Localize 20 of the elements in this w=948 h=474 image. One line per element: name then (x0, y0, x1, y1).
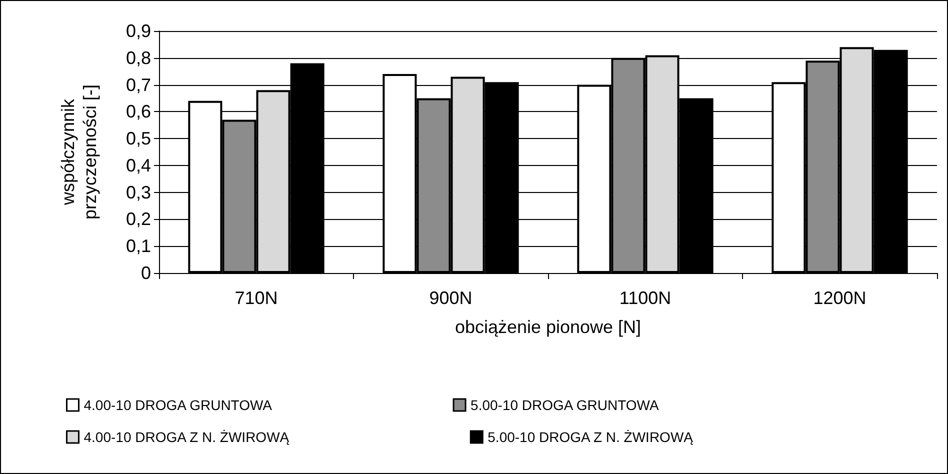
x-tick-label: 1200N (813, 288, 866, 308)
x-axis-title: obciążenie pionowe [N] (454, 317, 642, 337)
y-tick-label: 0,6 (126, 102, 151, 122)
y-tick-label: 0,4 (126, 155, 151, 176)
x-tick-label: 900N (429, 288, 472, 308)
y-axis-title: współczynnik przyczepności [-] (58, 84, 100, 220)
y-tick-label: 0,8 (126, 48, 151, 68)
legend-label: 5.00-10 DROGA GRUNTOWA (470, 397, 660, 413)
legend-label: 5.00-10 DROGA Z N. ŻWIROWĄ (488, 429, 694, 445)
legend-label: 4.00-10 DROGA GRUNTOWA (84, 397, 273, 413)
y-tick-label: 0,5 (126, 128, 151, 149)
legend-label: 4.00-10 DROGA Z N. ŻWIROWĄ (84, 429, 290, 445)
y-tick-label: 0 (140, 263, 151, 283)
y-tick-label: 0,9 (126, 21, 151, 41)
x-tick-label: 710N (234, 288, 278, 308)
x-tick-label: 1100N (619, 288, 672, 308)
y-tick-label: 0,1 (126, 236, 151, 256)
y-tick-label: 0,3 (126, 182, 151, 202)
y-tick-label: 0,7 (126, 74, 151, 95)
y-tick-label: 0,2 (126, 209, 151, 230)
